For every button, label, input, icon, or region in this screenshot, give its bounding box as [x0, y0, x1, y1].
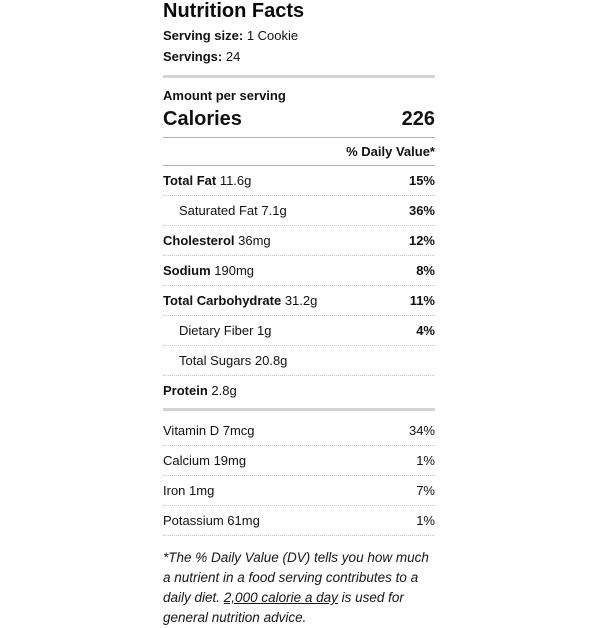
vitamin-name: Iron 1mg	[163, 482, 215, 498]
vitamin-daily-value: 34%	[408, 422, 435, 438]
vitamin-row-potassium: Potassium 61mg 1%	[163, 506, 435, 536]
vitamin-daily-value: 1%	[416, 452, 435, 468]
vitamin-daily-value: 7%	[416, 482, 435, 498]
vitamin-row-vitamin-d: Vitamin D 7mcg 34%	[163, 416, 435, 446]
vitamin-name: Potassium 61mg	[163, 512, 260, 528]
nutrient-row-dietary-fiber: Dietary Fiber 1g 4%	[163, 316, 435, 346]
calories-value: 226	[401, 108, 435, 130]
thick-divider	[163, 408, 435, 411]
nutrient-name-bold: Total Carbohydrate	[163, 292, 282, 308]
nutrient-amount: Saturated Fat 7.1g	[179, 202, 287, 218]
nutrient-name: Dietary Fiber 1g	[163, 322, 272, 338]
nutrient-name-bold: Total Fat	[163, 172, 217, 188]
nutrient-row-sodium: Sodium 190mg 8%	[163, 256, 435, 286]
serving-size-value: 1 Cookie	[243, 28, 299, 43]
nutrient-name: Protein 2.8g	[163, 382, 237, 398]
nutrient-name-bold: Protein	[163, 382, 208, 398]
vitamin-row-iron: Iron 1mg 7%	[163, 476, 435, 506]
nutrient-row-protein: Protein 2.8g	[163, 376, 435, 405]
thick-divider	[163, 75, 435, 78]
vitamin-name: Vitamin D 7mcg	[163, 422, 255, 438]
nutrient-daily-value: 15%	[408, 172, 435, 188]
nutrient-amount: Dietary Fiber 1g	[179, 322, 272, 338]
nutrient-name-bold: Cholesterol	[163, 232, 235, 248]
nutrient-row-total-carbohydrate: Total Carbohydrate 31.2g 11%	[163, 286, 435, 316]
vitamin-row-calcium: Calcium 19mg 1%	[163, 446, 435, 476]
nutrient-amount: 190mg	[210, 262, 255, 278]
nutrition-facts-label: Nutrition Facts Serving size: 1 Cookie S…	[163, 0, 435, 628]
nutrient-amount: 11.6g	[216, 172, 252, 188]
daily-value-footnote: *The % Daily Value (DV) tells you how mu…	[163, 548, 435, 628]
nutrient-daily-value: 36%	[408, 202, 435, 218]
calories-row: Calories 226	[163, 108, 435, 138]
nutrient-name-bold: Sodium	[163, 262, 211, 278]
nutrient-amount: 31.2g	[281, 292, 318, 308]
nutrient-amount: Total Sugars 20.8g	[179, 352, 288, 368]
nutrient-name: Total Sugars 20.8g	[163, 352, 288, 368]
serving-size-label: Serving size:	[163, 28, 244, 43]
vitamin-name: Calcium 19mg	[163, 452, 247, 468]
vitamin-daily-value: 1%	[416, 512, 435, 528]
label-title: Nutrition Facts	[163, 0, 305, 22]
servings-line: Servings: 24	[163, 49, 435, 64]
footnote-underlined-phrase: 2,000 calorie a day	[223, 590, 338, 605]
nutrient-name: Saturated Fat 7.1g	[163, 202, 287, 218]
nutrient-name: Total Carbohydrate 31.2g	[163, 292, 318, 308]
servings-label: Servings:	[163, 49, 223, 64]
nutrient-daily-value: 8%	[416, 262, 435, 278]
nutrient-daily-value: 11%	[409, 292, 435, 308]
nutrient-amount: 36mg	[234, 232, 271, 248]
nutrient-name: Sodium 190mg	[163, 262, 255, 278]
amount-per-serving-label: Amount per serving	[163, 88, 286, 103]
calories-label: Calories	[163, 108, 242, 130]
nutrient-row-total-sugars: Total Sugars 20.8g	[163, 346, 435, 376]
nutrient-daily-value: 12%	[408, 232, 435, 248]
nutrient-amount: 2.8g	[207, 382, 237, 398]
servings-value: 24	[222, 49, 241, 64]
nutrient-row-saturated-fat: Saturated Fat 7.1g 36%	[163, 196, 435, 226]
daily-value-header: % Daily Value*	[163, 138, 435, 166]
nutrient-daily-value: 4%	[416, 322, 435, 338]
serving-size-line: Serving size: 1 Cookie	[163, 28, 435, 43]
nutrient-row-total-fat: Total Fat 11.6g 15%	[163, 166, 435, 196]
nutrient-name: Cholesterol 36mg	[163, 232, 271, 248]
nutrient-row-cholesterol: Cholesterol 36mg 12%	[163, 226, 435, 256]
nutrient-name: Total Fat 11.6g	[163, 172, 252, 188]
